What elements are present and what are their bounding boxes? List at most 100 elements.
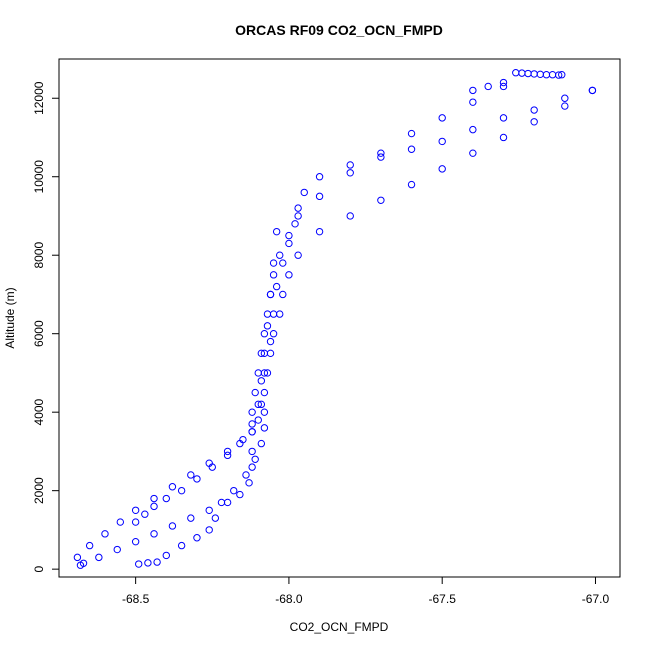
data-point <box>254 369 262 377</box>
data-point <box>269 271 278 279</box>
data-point <box>524 69 532 78</box>
data-point <box>407 180 416 189</box>
data-point <box>469 86 477 95</box>
y-axis-label: Altitude (m) <box>3 287 17 348</box>
data-point <box>285 231 293 240</box>
data-point <box>266 337 275 346</box>
data-point <box>294 251 302 259</box>
data-point <box>150 494 158 503</box>
plot-area-frame <box>58 58 621 578</box>
x-tick-label: -68.5 <box>122 592 150 606</box>
data-point <box>272 282 281 291</box>
data-point <box>276 310 284 318</box>
data-point <box>177 486 186 495</box>
data-point <box>144 559 152 567</box>
data-point <box>588 86 597 95</box>
data-point <box>377 196 385 204</box>
data-point <box>530 106 538 114</box>
data-point <box>269 259 278 267</box>
data-point <box>177 541 186 550</box>
data-point <box>512 69 520 77</box>
data-point <box>131 518 140 526</box>
data-point <box>257 439 266 448</box>
data-point <box>248 463 256 471</box>
data-point <box>315 227 324 236</box>
data-point <box>346 169 354 177</box>
data-point <box>230 486 238 495</box>
data-point <box>162 551 170 560</box>
data-point <box>101 530 109 538</box>
data-point <box>85 541 94 550</box>
data-point <box>263 369 272 377</box>
data-point <box>254 416 262 424</box>
data-point <box>266 290 275 299</box>
data-point <box>223 451 232 460</box>
series-4 <box>469 69 566 95</box>
data-point <box>236 490 244 499</box>
data-point <box>168 522 177 530</box>
data-point <box>407 145 416 153</box>
data-point <box>131 537 140 546</box>
data-point <box>187 471 195 479</box>
data-point <box>315 192 324 201</box>
data-point <box>285 271 293 279</box>
data-point <box>285 239 293 248</box>
data-point <box>248 420 256 428</box>
data-points <box>73 69 597 569</box>
data-point <box>116 518 125 526</box>
data-point <box>469 98 477 106</box>
data-point <box>141 510 149 518</box>
data-point <box>217 498 226 507</box>
series-1 <box>73 86 597 569</box>
series-2 <box>79 82 508 567</box>
data-point <box>260 424 269 432</box>
data-point <box>294 204 302 212</box>
data-point <box>260 408 269 416</box>
data-point <box>499 133 508 142</box>
data-point <box>554 71 563 79</box>
data-point <box>150 530 158 538</box>
chart-title: ORCAS RF09 CO2_OCN_FMPD <box>235 22 443 38</box>
data-point <box>73 553 82 562</box>
x-axis: -68.5 -68.0 -67.5 -67.0 <box>122 576 610 606</box>
data-point <box>162 494 170 503</box>
data-point <box>131 506 140 514</box>
data-point <box>251 455 259 463</box>
data-point <box>499 114 508 122</box>
data-point <box>208 463 216 471</box>
data-point <box>438 114 446 122</box>
data-point <box>279 259 287 267</box>
data-point <box>536 70 544 79</box>
data-point <box>205 526 213 534</box>
data-point <box>542 70 551 79</box>
x-tick-label: -68.0 <box>275 592 303 606</box>
data-point <box>469 149 477 157</box>
data-point <box>153 558 161 566</box>
data-point <box>377 149 385 157</box>
data-point <box>236 439 244 448</box>
data-point <box>245 479 253 487</box>
data-point <box>291 220 299 228</box>
x-tick-label: -67.5 <box>429 592 457 606</box>
data-point <box>205 506 213 514</box>
data-point <box>254 400 262 409</box>
data-point <box>561 102 569 110</box>
y-tick-label: 2000 <box>32 477 46 504</box>
data-point <box>260 349 269 358</box>
data-point <box>276 251 284 259</box>
x-axis-label: CO2_OCN_FMPD <box>290 620 389 634</box>
data-point <box>248 408 256 416</box>
y-tick-label: 4000 <box>32 399 46 426</box>
data-point <box>561 94 569 102</box>
data-point <box>518 69 526 77</box>
data-point <box>269 310 278 318</box>
data-point <box>499 78 508 87</box>
data-point <box>499 82 508 91</box>
y-tick-label: 12000 <box>32 81 46 115</box>
x-tick-label: -67.0 <box>582 592 610 606</box>
data-point <box>279 290 287 299</box>
data-point <box>211 514 220 522</box>
data-point <box>263 310 272 318</box>
data-point <box>266 349 275 358</box>
data-point <box>113 545 121 554</box>
